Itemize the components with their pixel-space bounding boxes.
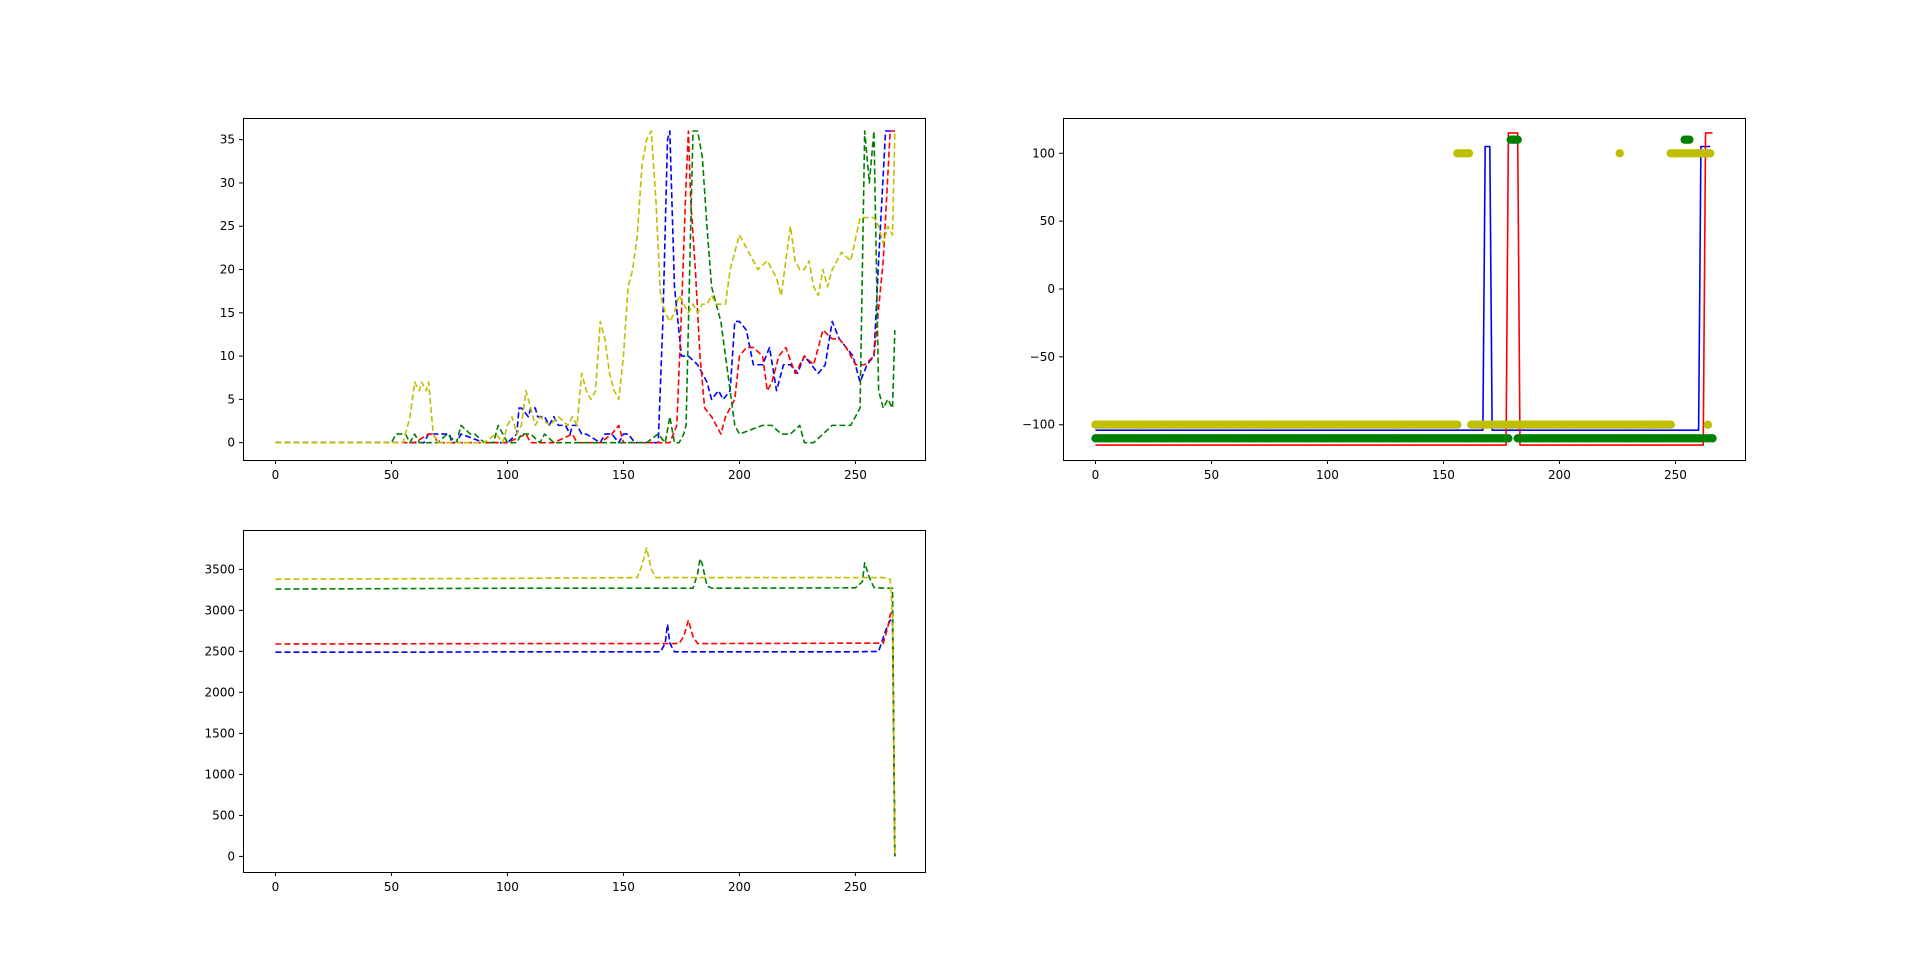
- x-tick-label: 100: [496, 468, 519, 482]
- series-1-line: [275, 130, 895, 444]
- series-2-line: [275, 130, 896, 444]
- series-1-line: [1095, 132, 1713, 446]
- series-0-line: [1095, 145, 1711, 431]
- x-tick-label: 150: [612, 468, 635, 482]
- series-3-point: [1453, 420, 1462, 429]
- series-2-point: [1504, 434, 1513, 443]
- series-3-point: [1666, 420, 1675, 429]
- series-2-point: [1708, 434, 1717, 443]
- series-3-line: [275, 130, 896, 444]
- series-2-line: [275, 557, 896, 857]
- series-2-point: [1513, 135, 1522, 144]
- x-tick-label: 200: [728, 880, 751, 894]
- y-tick-label: 1000: [204, 767, 235, 781]
- axes-frame: [243, 530, 926, 873]
- x-tick-label: 250: [844, 880, 867, 894]
- x-tick-label: 200: [728, 468, 751, 482]
- y-tick-label: 500: [212, 808, 235, 822]
- axes-frame: [243, 118, 926, 461]
- x-tick-label: 150: [1432, 468, 1455, 482]
- y-tick-label: 1500: [204, 726, 235, 740]
- x-tick-label: 100: [496, 880, 519, 894]
- x-tick-label: 150: [612, 880, 635, 894]
- y-tick-label: 20: [220, 263, 235, 277]
- y-tick-label: 100: [1032, 146, 1055, 160]
- series-3-line: [275, 547, 896, 857]
- y-tick-label: 25: [220, 219, 235, 233]
- x-tick-label: 200: [1548, 468, 1571, 482]
- x-tick-label: 0: [272, 468, 280, 482]
- x-tick-label: 100: [1316, 468, 1339, 482]
- x-tick-label: 250: [1664, 468, 1687, 482]
- y-tick-label: 10: [220, 349, 235, 363]
- plot-area: [275, 547, 896, 857]
- x-tick-label: 0: [272, 880, 280, 894]
- x-tick-label: 50: [1204, 468, 1219, 482]
- chart-bottom-left: 0 50 100 150 200 2500500100015002000250030003…: [204, 530, 926, 894]
- x-tick-label: 250: [844, 468, 867, 482]
- y-tick-label: 15: [220, 306, 235, 320]
- series-0-line: [275, 617, 896, 857]
- series-3-point: [1703, 420, 1713, 429]
- y-tick-label: 3500: [204, 562, 235, 576]
- y-tick-label: 30: [220, 176, 235, 190]
- series-1-line: [275, 609, 896, 857]
- chart-top-left: 0 50 100 150 200 250 0 5 10 15 20 25 30 35: [220, 118, 926, 482]
- chart-top-right: 0 50 100 150 200 250 100 50 0 −50 −100: [1022, 118, 1746, 482]
- series-3-point: [1464, 149, 1474, 158]
- y-tick-label: 3000: [204, 603, 235, 617]
- y-tick-label: −50: [1030, 350, 1055, 364]
- x-tick-label: 0: [1092, 468, 1100, 482]
- y-tick-label: 35: [220, 133, 235, 147]
- axes-frame: [1063, 118, 1746, 461]
- y-tick-label: 0: [227, 849, 235, 863]
- y-tick-label: 5: [227, 392, 235, 406]
- x-tick-label: 50: [384, 880, 399, 894]
- series-2-point: [1685, 135, 1694, 144]
- series-3-point: [1615, 149, 1624, 158]
- plot-area: [275, 130, 896, 444]
- series-0-line: [275, 130, 895, 444]
- y-tick-label: 0: [227, 436, 235, 450]
- series-3-point: [1706, 149, 1715, 158]
- y-tick-label: −100: [1022, 418, 1055, 432]
- y-tick-label: 50: [1040, 214, 1055, 228]
- plot-area: [1091, 132, 1717, 446]
- y-tick-label: 2000: [204, 685, 235, 699]
- y-tick-label: 2500: [204, 644, 235, 658]
- y-tick-label: 0: [1047, 282, 1055, 296]
- x-tick-label: 50: [384, 468, 399, 482]
